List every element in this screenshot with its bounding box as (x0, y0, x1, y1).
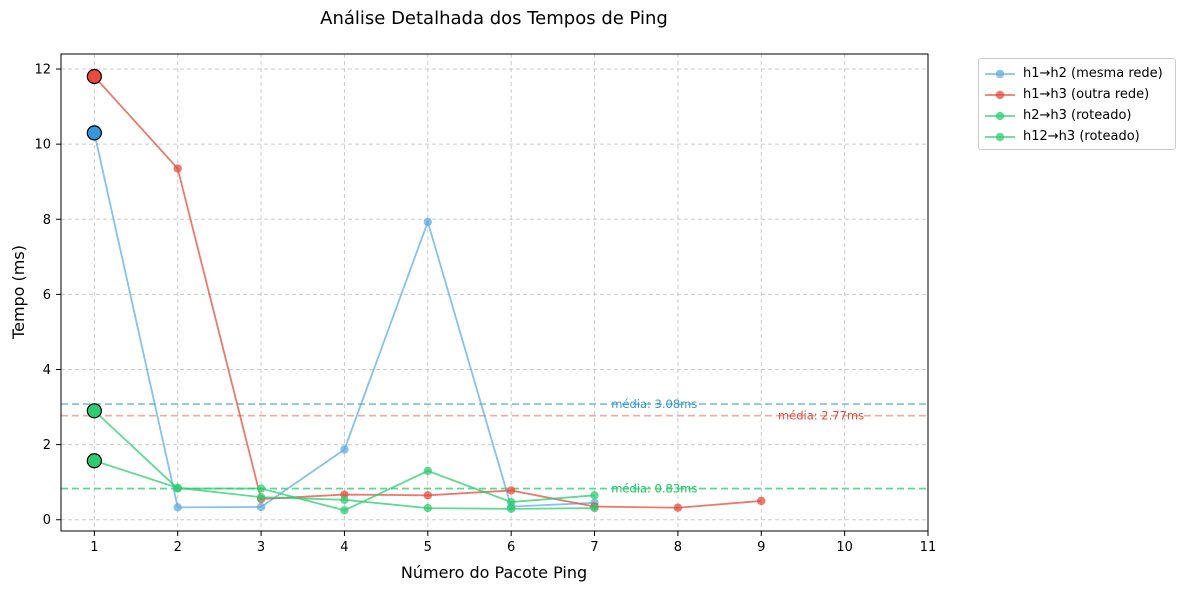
x-tick-label: 2 (174, 540, 182, 555)
data-point (757, 496, 766, 506)
legend-item: h12→h3 (roteado) (985, 126, 1169, 147)
data-point (590, 491, 599, 500)
data-point (173, 503, 182, 512)
data-point (340, 445, 349, 454)
x-tick-label: 11 (920, 540, 937, 555)
y-tick-label: 12 (34, 63, 51, 78)
x-tick-label: 4 (340, 540, 348, 555)
data-point (423, 466, 433, 476)
data-point (173, 164, 182, 173)
series-lines (86, 68, 766, 515)
data-point (256, 502, 266, 512)
first-point-marker (86, 125, 102, 141)
mean-label: média: 3.08ms (611, 397, 697, 411)
first-point-marker (86, 453, 102, 469)
legend-marker (995, 111, 1005, 120)
x-tick-label: 1 (90, 540, 98, 555)
data-point (506, 486, 516, 495)
y-tick-label: 0 (43, 513, 51, 528)
legend-marker (995, 90, 1005, 99)
x-tick-label: 10 (836, 540, 853, 555)
x-tick-label: 8 (674, 540, 682, 555)
x-tick-label: 3 (257, 540, 265, 555)
y-tick-label: 6 (43, 288, 51, 303)
mean-label: média: 0.83ms (611, 482, 697, 496)
data-point (673, 503, 683, 512)
data-point (506, 497, 516, 507)
x-axis-label: Número do Pacote Ping (401, 563, 587, 582)
x-tick-label: 6 (507, 540, 515, 555)
legend-swatch (985, 69, 1015, 78)
mean-label: média: 2.77ms (778, 409, 864, 423)
first-point-marker (86, 68, 102, 85)
x-tick-label: 7 (590, 540, 598, 555)
y-tick-label: 4 (43, 363, 51, 378)
legend-label: h1→h2 (mesma rede) (1023, 66, 1163, 81)
data-point (173, 483, 182, 493)
data-point (340, 495, 349, 505)
legend-label: h12→h3 (roteado) (1023, 129, 1140, 144)
legend-swatch (985, 90, 1015, 99)
legend-marker (995, 69, 1005, 78)
legend: h1→h2 (mesma rede) h1→h3 (outra rede) h2… (978, 58, 1176, 150)
data-point (423, 491, 433, 500)
mean-label: média: 0.83ms (611, 482, 697, 496)
plot-frame (60, 53, 929, 532)
legend-label: h1→h3 (outra rede) (1023, 87, 1150, 102)
data-point (256, 492, 266, 502)
legend-swatch (985, 111, 1015, 120)
legend-item: h1→h2 (mesma rede) (985, 63, 1169, 84)
data-point (590, 503, 599, 513)
data-point (340, 506, 349, 515)
legend-item: h1→h3 (outra rede) (985, 84, 1169, 105)
y-axis-label: Tempo (ms) (9, 245, 28, 340)
grid-lines (61, 54, 929, 531)
data-point (506, 504, 516, 514)
data-point (423, 217, 433, 227)
x-tick-label: 5 (424, 540, 432, 555)
legend-label: h2→h3 (roteado) (1023, 108, 1132, 123)
y-tick-label: 8 (43, 213, 51, 228)
legend-item: h2→h3 (roteado) (985, 105, 1169, 126)
x-tick-label: 9 (757, 540, 765, 555)
data-point (423, 503, 433, 513)
chart-title: Análise Detalhada dos Tempos de Ping (320, 8, 668, 29)
y-tick-label: 10 (34, 138, 51, 153)
legend-marker (995, 132, 1005, 141)
y-tick-label: 2 (43, 438, 51, 453)
first-point-marker (86, 403, 102, 419)
legend-swatch (985, 132, 1015, 141)
data-point (256, 484, 266, 493)
